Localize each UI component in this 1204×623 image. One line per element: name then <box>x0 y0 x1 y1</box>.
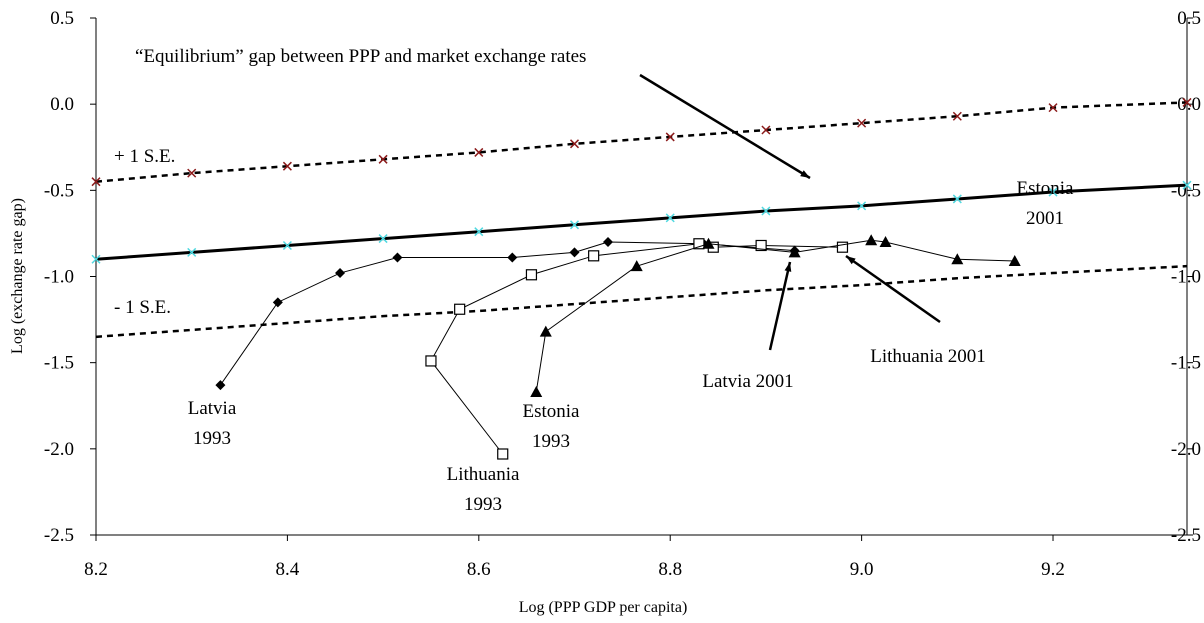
annotation: 1993 <box>193 428 231 449</box>
marker <box>857 201 867 211</box>
marker <box>378 234 388 244</box>
marker <box>755 239 767 252</box>
x-tick-label: 8.2 <box>84 559 108 580</box>
marker <box>454 303 466 315</box>
arrow <box>845 254 941 324</box>
annotation: Lithuania <box>447 464 520 485</box>
series-line <box>535 239 1015 393</box>
marker <box>335 268 346 279</box>
marker <box>665 132 675 142</box>
marker <box>539 325 552 337</box>
y2-tick-label: -1.5 <box>1171 353 1201 374</box>
y-tick-label: -0.5 <box>44 180 74 201</box>
arrow-head <box>800 170 810 178</box>
marker <box>187 247 197 257</box>
marker <box>951 253 964 265</box>
y-tick-label: 0.0 <box>50 94 74 115</box>
marker <box>282 161 292 171</box>
annotation: 1993 <box>464 494 502 515</box>
series-line <box>95 264 1188 339</box>
y2-tick-label: -2.0 <box>1171 439 1201 460</box>
marker <box>497 448 509 460</box>
marker <box>1048 103 1058 113</box>
annotation: Lithuania 2001 <box>870 346 986 367</box>
y2-tick-label: 0.5 <box>1177 8 1201 29</box>
marker <box>425 355 437 367</box>
x-tick-label: 8.8 <box>658 559 682 580</box>
annotation: Estonia <box>1017 178 1075 199</box>
marker <box>761 206 771 216</box>
x-tick-label: 8.6 <box>467 559 491 580</box>
marker <box>91 177 101 187</box>
marker <box>392 252 403 263</box>
x-axis-title: Log (PPP GDP per capita) <box>519 599 688 616</box>
y-tick-label: -2.5 <box>44 525 74 546</box>
marker <box>1182 180 1192 190</box>
arrow-head <box>846 256 856 265</box>
marker <box>569 139 580 149</box>
marker <box>952 194 962 204</box>
arrow <box>639 73 811 180</box>
annotation: + 1 S.E. <box>114 146 175 167</box>
marker <box>569 247 580 258</box>
annotation: 2001 <box>1026 208 1064 229</box>
annotation: 1993 <box>532 431 570 452</box>
series-line <box>220 241 795 386</box>
marker <box>507 252 518 263</box>
marker <box>530 385 543 397</box>
annotation: “Equilibrium” gap between PPP and market… <box>135 46 586 67</box>
y2-tick-label: -1.0 <box>1171 267 1201 288</box>
annotation: - 1 S.E. <box>114 297 171 318</box>
series-line <box>95 101 1188 183</box>
y-tick-label: -2.0 <box>44 439 74 460</box>
y-axis-title: Log (exchange rate gap) <box>9 198 26 354</box>
y-tick-label: 0.5 <box>50 8 74 29</box>
series-line <box>430 243 843 455</box>
x-tick-label: 9.2 <box>1041 559 1065 580</box>
marker <box>865 234 878 246</box>
marker <box>91 254 101 264</box>
marker <box>525 269 538 281</box>
marker <box>693 238 705 250</box>
marker <box>187 168 197 178</box>
marker <box>836 241 849 253</box>
x-tick-label: 9.0 <box>850 559 874 580</box>
annotation: Latvia <box>188 398 237 419</box>
arrow <box>768 261 792 351</box>
marker <box>702 237 715 249</box>
marker <box>588 250 600 262</box>
y2-tick-label: -2.5 <box>1171 525 1201 546</box>
y-tick-label: -1.0 <box>44 267 74 288</box>
marker <box>569 220 580 230</box>
annotation: Latvia 2001 <box>702 371 793 392</box>
marker <box>630 260 643 272</box>
marker <box>474 227 484 237</box>
marker <box>603 237 614 248</box>
marker <box>788 246 801 258</box>
marker <box>761 125 771 135</box>
series-line <box>95 183 1188 261</box>
arrow-head <box>784 262 792 272</box>
marker <box>665 213 675 223</box>
marker <box>215 380 226 391</box>
marker <box>857 118 867 128</box>
marker <box>1008 254 1021 266</box>
marker <box>1048 187 1058 197</box>
marker <box>952 111 962 121</box>
marker <box>879 236 892 248</box>
marker <box>272 297 283 308</box>
x-tick-label: 8.4 <box>276 559 300 580</box>
marker <box>474 147 484 157</box>
annotation: Estonia <box>523 401 581 422</box>
marker <box>282 240 292 251</box>
marker <box>378 154 388 164</box>
marker <box>1182 97 1192 107</box>
y-tick-label: -1.5 <box>44 353 74 374</box>
